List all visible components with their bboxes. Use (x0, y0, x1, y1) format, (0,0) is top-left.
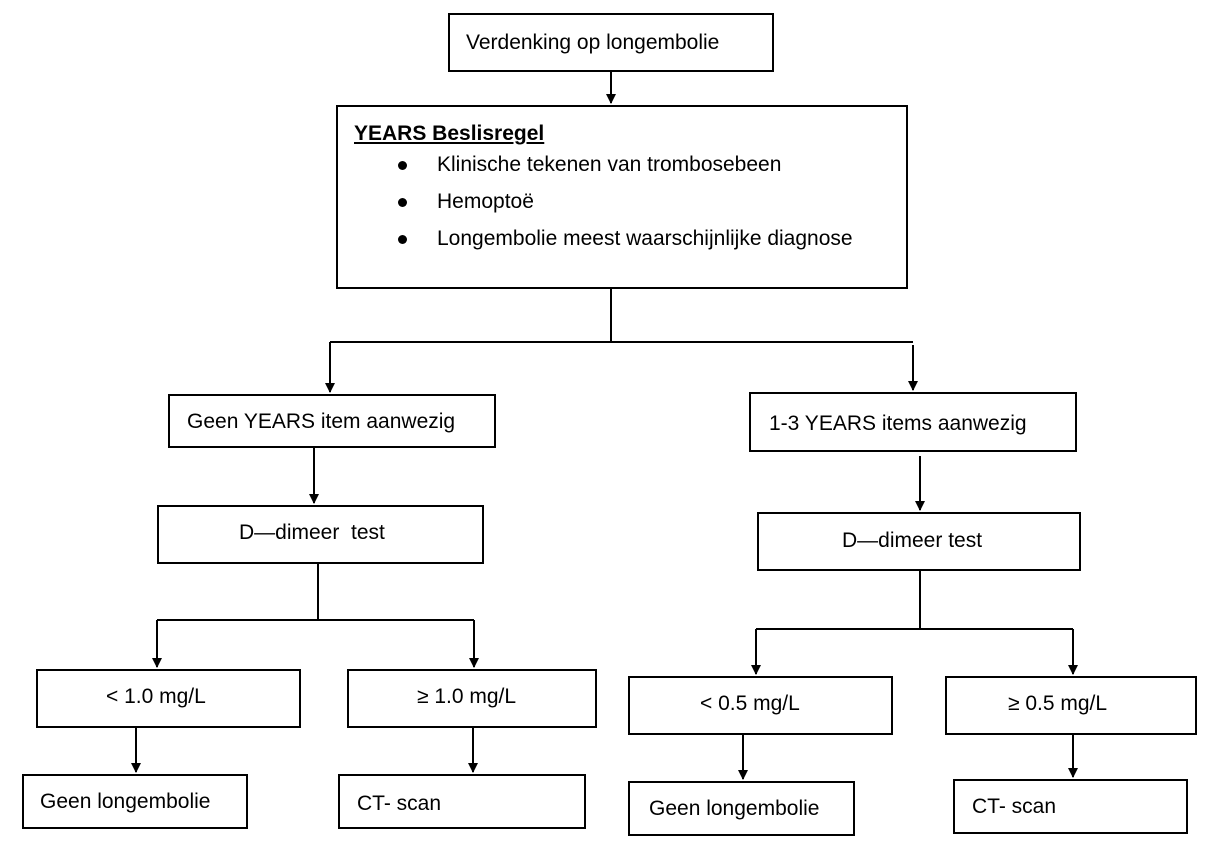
left-low-threshold-label: < 1.0 mg/L (106, 685, 206, 708)
right-low-threshold-box: < 0.5 mg/L (628, 676, 893, 735)
right-test-label: D—dimeer test (842, 529, 983, 552)
left-high-outcome-box: CT- scan (338, 774, 586, 829)
right-high-outcome-box: CT- scan (953, 779, 1188, 834)
bullet-icon (398, 198, 407, 207)
right-low-outcome-box: Geen longembolie (628, 781, 855, 836)
criteria-item-label: Longembolie meest waarschijnlijke diagno… (437, 227, 853, 250)
right-condition-label: 1-3 YEARS items aanwezig (769, 412, 1027, 435)
bullet-icon (398, 161, 407, 170)
left-low-outcome-label: Geen longembolie (40, 790, 211, 813)
criteria-item: Hemoptoë (338, 189, 906, 226)
years-rule-title: YEARS Beslisregel (354, 122, 545, 145)
left-high-outcome-label: CT- scan (357, 792, 442, 815)
right-high-threshold-box: ≥ 0.5 mg/L (945, 676, 1197, 735)
left-condition-box: Geen YEARS item aanwezig (168, 394, 496, 448)
criteria-item-label: Klinische tekenen van trombosebeen (437, 153, 782, 176)
right-low-threshold-label: < 0.5 mg/L (700, 692, 800, 715)
right-condition-box: 1-3 YEARS items aanwezig (749, 392, 1077, 452)
left-condition-label: Geen YEARS item aanwezig (187, 410, 456, 433)
criteria-item: Longembolie meest waarschijnlijke diagno… (338, 226, 906, 263)
left-high-threshold-box: ≥ 1.0 mg/L (347, 669, 597, 728)
left-test-label: D—dimeer test (239, 521, 385, 544)
bullet-icon (398, 235, 407, 244)
left-high-threshold-label: ≥ 1.0 mg/L (417, 685, 517, 708)
right-low-outcome-label: Geen longembolie (649, 797, 820, 820)
right-high-outcome-label: CT- scan (972, 795, 1057, 818)
start-label: Verdenking op longembolie (466, 31, 720, 54)
right-high-threshold-label: ≥ 0.5 mg/L (1008, 692, 1108, 715)
criteria-item-label: Hemoptoë (437, 190, 534, 213)
start-box: Verdenking op longembolie (448, 13, 774, 72)
left-low-threshold-box: < 1.0 mg/L (36, 669, 301, 728)
left-test-box: D—dimeer test (157, 505, 484, 564)
years-rule-box: YEARS Beslisregel Klinische tekenen van … (336, 105, 908, 289)
right-test-box: D—dimeer test (757, 512, 1081, 571)
criteria-item: Klinische tekenen van trombosebeen (338, 152, 906, 189)
years-criteria-list: Klinische tekenen van trombosebeen Hemop… (338, 152, 906, 263)
left-low-outcome-box: Geen longembolie (22, 774, 248, 829)
